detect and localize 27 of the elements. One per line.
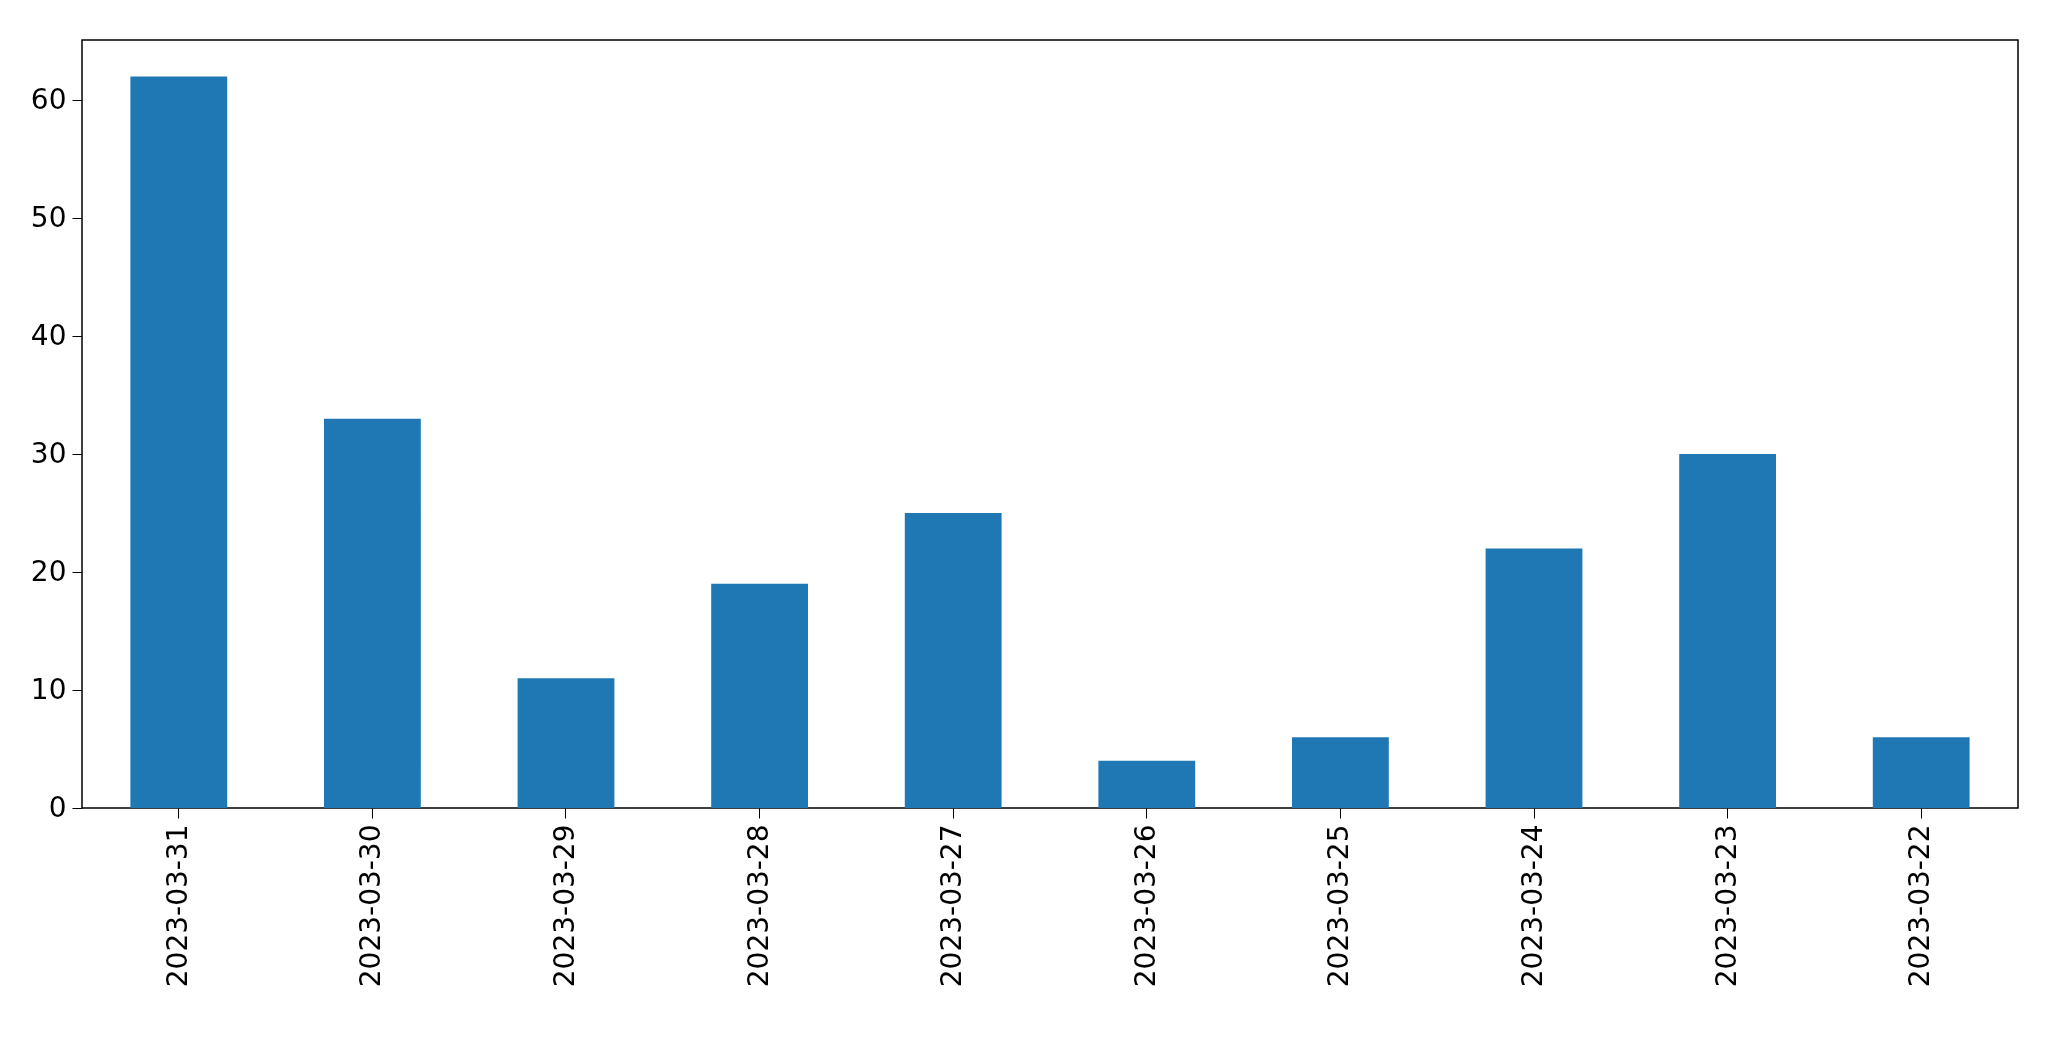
x-tick-label: 2023-03-22: [1903, 824, 1937, 988]
y-tick-label: 0: [48, 790, 67, 824]
x-tick-label: 2023-03-30: [354, 824, 388, 988]
bar: [1679, 454, 1776, 808]
x-tick-label: 2023-03-31: [160, 824, 194, 988]
x-tick-label: 2023-03-24: [1516, 824, 1549, 988]
bar: [130, 76, 228, 808]
x-tick-label: 2023-03-29: [548, 824, 581, 988]
bar: [517, 678, 615, 808]
bar: [324, 418, 421, 808]
bar: [1485, 548, 1583, 808]
x-tick-label: 2023-03-23: [1709, 824, 1743, 988]
bar: [711, 583, 808, 808]
y-tick-label: 10: [30, 672, 67, 706]
bar: [1292, 737, 1389, 808]
x-tick-label: 2023-03-27: [935, 824, 969, 988]
x-tick-label: 2023-03-28: [741, 824, 775, 988]
bar: [904, 513, 1002, 808]
x-tick-label: 2023-03-25: [1322, 824, 1356, 988]
bar: [1872, 737, 1970, 808]
y-tick-label: 50: [30, 200, 67, 234]
x-tick-label: 2023-03-26: [1128, 824, 1162, 988]
y-tick-label: 40: [30, 318, 67, 352]
y-tick-label: 60: [30, 82, 67, 116]
bar: [1098, 760, 1196, 808]
y-tick-label: 20: [30, 554, 67, 588]
y-tick-label: 30: [30, 436, 67, 470]
